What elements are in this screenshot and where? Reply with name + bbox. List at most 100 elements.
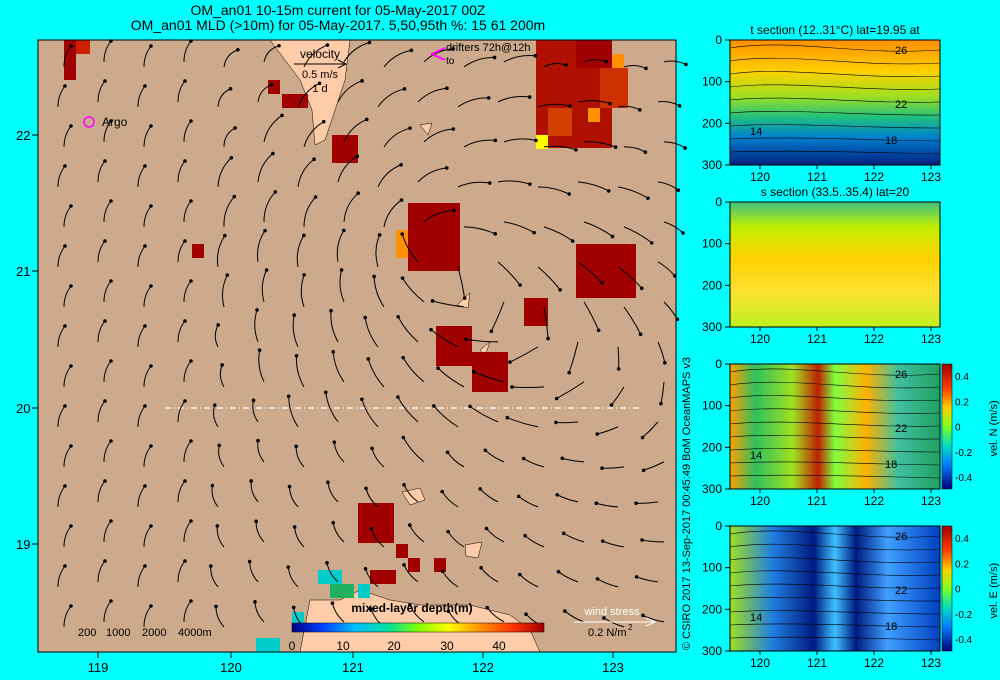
current-vector-head — [214, 604, 218, 609]
isotherm-contour — [729, 570, 941, 576]
contour-label: 18 — [885, 459, 897, 471]
current-vector-head — [103, 399, 107, 403]
current-vector-head — [518, 283, 522, 287]
current-vector — [403, 564, 419, 583]
current-vector — [660, 381, 665, 404]
current-vector-head — [567, 370, 571, 375]
contour-label: 26 — [895, 45, 907, 57]
current-vector — [57, 485, 66, 507]
current-vector — [327, 482, 339, 503]
current-vector-head — [63, 164, 67, 168]
current-vector-head — [341, 228, 346, 233]
current-vector-head — [471, 369, 476, 374]
current-vector — [457, 266, 466, 299]
current-vector-head — [223, 233, 227, 238]
luzon-land — [299, 589, 541, 653]
current-vector-head — [663, 360, 667, 365]
current-vector — [219, 364, 225, 388]
current-vector — [617, 346, 620, 369]
velocity-legend-title: velocity — [300, 47, 340, 61]
current-vector-head — [567, 192, 571, 196]
current-vector-head — [606, 189, 611, 193]
mld-colorbar: mixed-layer depth(m) 0 10 20 30 40 — [289, 601, 545, 653]
current-vector — [137, 565, 146, 587]
isotherm-contour — [729, 124, 941, 129]
contour-label: 14 — [750, 450, 762, 462]
current-vector — [558, 571, 579, 583]
current-vector-head — [505, 415, 510, 420]
current-vector-head — [516, 494, 521, 499]
current-vector-head — [464, 337, 468, 342]
current-vector-head — [313, 195, 318, 199]
longitude-tick-label: 120 — [750, 656, 770, 670]
current-vector — [441, 491, 459, 508]
wind-stress-value: 0.2 N/m — [588, 627, 627, 639]
isotherm-contour — [729, 435, 941, 440]
current-vector — [617, 266, 643, 289]
current-vector-head — [445, 450, 450, 455]
current-vector-head — [440, 569, 445, 573]
current-vector-head — [609, 403, 614, 407]
colorbar-tick-label: 0 — [955, 585, 961, 596]
current-vector — [297, 158, 315, 187]
drifters-label: drifters 72h@12h — [446, 42, 531, 54]
contour-label: 26 — [895, 369, 907, 381]
colorbar-tick-label: -0.4 — [955, 473, 973, 484]
current-vector-head — [109, 599, 113, 603]
current-vector-head — [69, 604, 73, 608]
island-2 — [464, 541, 483, 559]
current-vector — [623, 226, 653, 244]
current-vector-head — [677, 104, 682, 108]
current-vector — [216, 525, 225, 548]
current-vector-head — [63, 484, 67, 488]
map-x-axis: 119 120 121 122 123 — [88, 652, 624, 675]
current-vector-head — [189, 279, 193, 283]
mld-tick: 40 — [492, 639, 506, 653]
current-vector — [617, 186, 649, 199]
current-vector-head — [325, 561, 329, 565]
current-vector — [537, 186, 570, 195]
current-vector — [503, 138, 537, 143]
current-vector — [333, 442, 345, 463]
current-vector-head — [400, 232, 404, 236]
current-vector — [97, 80, 106, 102]
longitude-tick-label: 121 — [807, 170, 827, 184]
current-vector — [223, 127, 236, 147]
wind-stress-legend: wind stress 0.2 N/m 2 — [574, 606, 657, 639]
current-vector — [137, 485, 146, 507]
current-vector-head — [363, 566, 368, 571]
current-vector — [518, 495, 539, 508]
current-vector — [63, 525, 72, 547]
current-vector-head — [600, 281, 604, 285]
mld-tick: 0 — [289, 639, 296, 653]
x-tick-label: 122 — [472, 660, 494, 675]
current-vector-head — [360, 397, 364, 402]
current-vector-head — [446, 529, 450, 534]
current-vector — [137, 325, 146, 347]
isotherm-contour — [729, 543, 941, 551]
current-vector-head — [69, 444, 73, 448]
current-vector — [583, 59, 607, 63]
current-vector — [642, 421, 659, 438]
current-vector-head — [291, 605, 296, 610]
current-vector-head — [208, 564, 213, 568]
current-vector-head — [594, 501, 599, 506]
current-vector — [337, 155, 358, 183]
current-vector — [97, 160, 106, 182]
current-vector — [97, 560, 106, 582]
current-vector-head — [294, 353, 299, 358]
colorbar-tick-label: -0.2 — [955, 610, 973, 621]
current-vector-head — [369, 526, 374, 531]
current-vector — [217, 157, 232, 187]
current-vector — [597, 426, 619, 435]
current-vector — [177, 480, 186, 502]
current-vector-head — [294, 444, 298, 449]
current-vector — [507, 417, 539, 428]
isotherm-contour — [729, 71, 941, 78]
current-vector — [57, 325, 66, 347]
argo-legend: Argo — [83, 115, 128, 129]
current-vector-head — [402, 563, 406, 567]
current-vector — [103, 40, 112, 62]
current-vector — [336, 230, 345, 262]
current-vector — [183, 520, 192, 542]
